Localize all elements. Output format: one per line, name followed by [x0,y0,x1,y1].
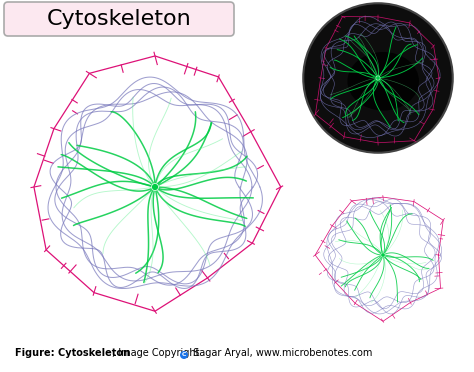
Circle shape [152,183,158,190]
Circle shape [303,3,453,153]
Ellipse shape [347,52,419,110]
Circle shape [180,351,188,359]
Circle shape [376,76,380,80]
Text: Figure: Cytoskeleton: Figure: Cytoskeleton [15,348,130,358]
Text: , Image Copyright: , Image Copyright [112,348,202,358]
Text: Sagar Aryal, www.microbenotes.com: Sagar Aryal, www.microbenotes.com [190,348,373,358]
Text: C: C [182,353,186,357]
Text: Cytoskeleton: Cytoskeleton [46,9,191,29]
FancyBboxPatch shape [4,2,234,36]
Circle shape [381,253,385,257]
